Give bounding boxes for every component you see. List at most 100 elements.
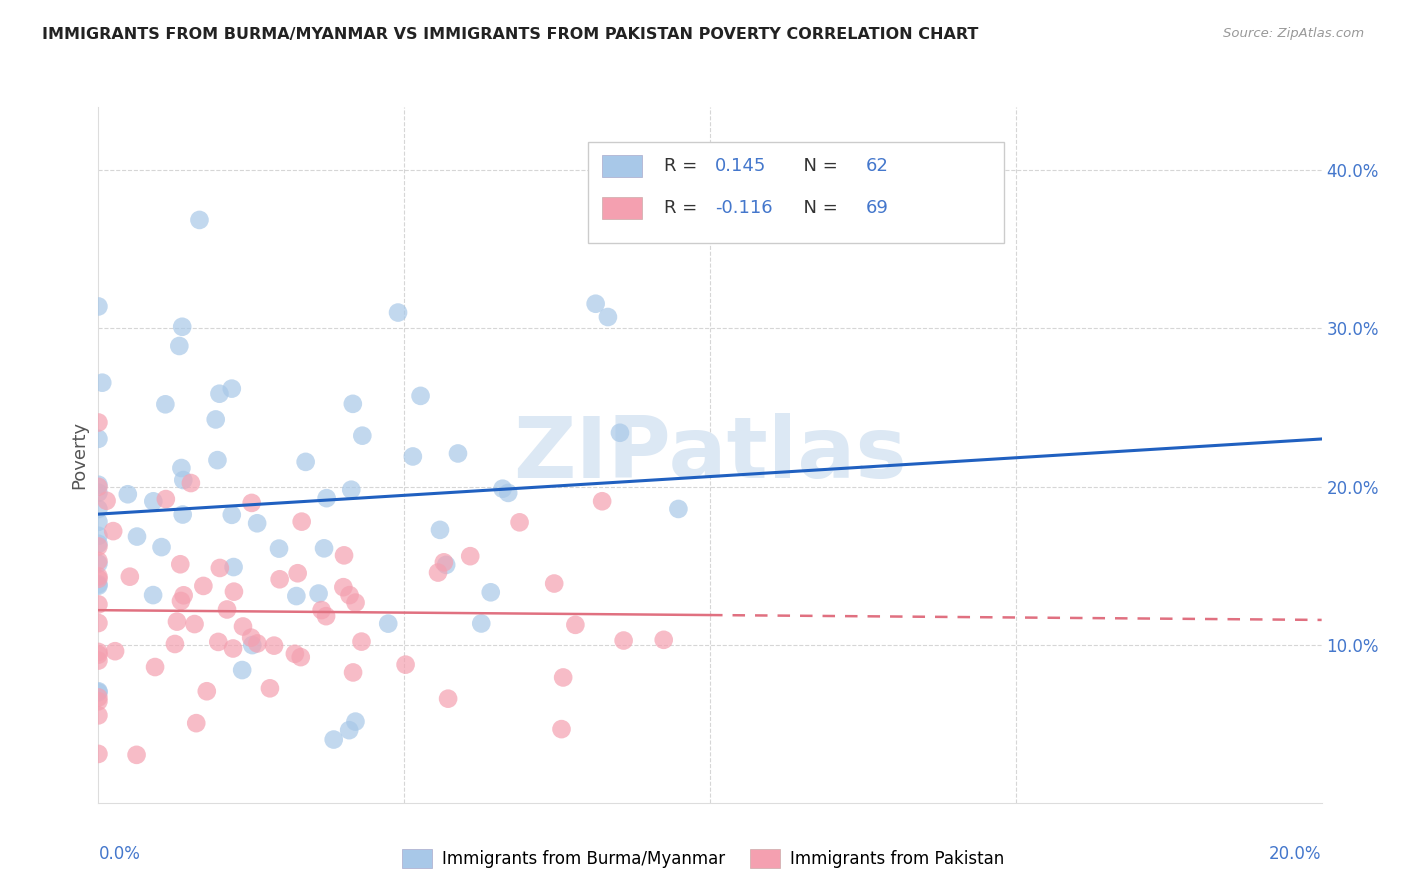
Point	[87, 554, 110, 568]
Point	[496, 486, 519, 500]
Point	[87, 432, 110, 446]
Point	[96, 493, 118, 508]
Point	[269, 572, 291, 586]
Point	[491, 482, 513, 496]
Point	[246, 516, 269, 531]
Point	[169, 558, 191, 572]
Point	[186, 716, 208, 731]
Text: N =: N =	[792, 199, 844, 217]
Point	[193, 579, 215, 593]
Text: 69: 69	[865, 199, 889, 217]
Point	[437, 691, 460, 706]
Point	[322, 732, 344, 747]
Point	[87, 537, 110, 551]
Point	[155, 397, 177, 411]
Text: 0.145: 0.145	[714, 157, 766, 175]
Point	[87, 480, 110, 494]
Text: 0.0%: 0.0%	[98, 845, 141, 863]
Text: Source: ZipAtlas.com: Source: ZipAtlas.com	[1223, 27, 1364, 40]
Point	[87, 477, 110, 491]
Point	[340, 483, 363, 497]
Point	[591, 494, 613, 508]
Point	[553, 670, 575, 684]
Point	[215, 602, 238, 616]
Point	[427, 566, 450, 580]
Point	[287, 566, 309, 581]
Point	[333, 549, 356, 563]
Point	[87, 690, 110, 705]
Text: -0.116: -0.116	[714, 199, 772, 217]
Point	[339, 588, 361, 602]
Point	[509, 516, 531, 530]
Point	[172, 473, 194, 487]
Point	[564, 617, 586, 632]
Point	[263, 639, 285, 653]
Point	[447, 446, 470, 460]
Text: R =: R =	[664, 199, 703, 217]
FancyBboxPatch shape	[602, 155, 641, 178]
Point	[290, 650, 312, 665]
Point	[240, 631, 263, 645]
Point	[344, 714, 367, 729]
Point	[387, 305, 409, 319]
Text: ZIPatlas: ZIPatlas	[513, 413, 907, 497]
Point	[103, 524, 125, 538]
Point	[125, 747, 148, 762]
Point	[188, 213, 211, 227]
Point	[652, 632, 675, 647]
Point	[394, 657, 416, 672]
Text: R =: R =	[664, 157, 703, 175]
Point	[222, 560, 245, 574]
Point	[170, 461, 193, 475]
Point	[585, 297, 607, 311]
Point	[204, 412, 226, 426]
Point	[221, 382, 243, 396]
Point	[402, 450, 425, 464]
Point	[207, 635, 229, 649]
Point	[170, 594, 193, 608]
Point	[259, 681, 281, 696]
Point	[117, 487, 139, 501]
Point	[87, 654, 110, 668]
Point	[267, 541, 290, 556]
Point	[155, 491, 177, 506]
Point	[207, 453, 229, 467]
Point	[87, 577, 110, 591]
Point	[172, 319, 194, 334]
Point	[613, 633, 636, 648]
Point	[240, 496, 263, 510]
Point	[350, 634, 373, 648]
Point	[377, 616, 399, 631]
Point	[668, 502, 690, 516]
Point	[208, 386, 231, 401]
Point	[240, 638, 263, 652]
Point	[87, 515, 110, 529]
Point	[87, 645, 110, 659]
Point	[87, 694, 110, 708]
Point	[470, 616, 492, 631]
FancyBboxPatch shape	[602, 197, 641, 219]
Point	[87, 502, 110, 516]
Point	[342, 397, 364, 411]
Text: IMMIGRANTS FROM BURMA/MYANMAR VS IMMIGRANTS FROM PAKISTAN POVERTY CORRELATION CH: IMMIGRANTS FROM BURMA/MYANMAR VS IMMIGRA…	[42, 27, 979, 42]
Point	[173, 588, 195, 602]
Point	[142, 588, 165, 602]
Point	[596, 310, 619, 324]
Point	[550, 722, 572, 736]
Point	[143, 660, 166, 674]
Point	[104, 644, 127, 658]
Point	[352, 428, 374, 442]
Point	[87, 747, 110, 761]
Point	[458, 549, 481, 564]
Point	[222, 584, 245, 599]
Point	[172, 508, 194, 522]
Point	[609, 425, 631, 440]
Point	[87, 572, 110, 586]
Point	[231, 663, 253, 677]
Y-axis label: Poverty: Poverty	[70, 421, 89, 489]
Point	[163, 637, 186, 651]
Point	[87, 416, 110, 430]
Point	[87, 684, 110, 698]
Point	[87, 569, 110, 583]
Point	[284, 647, 307, 661]
